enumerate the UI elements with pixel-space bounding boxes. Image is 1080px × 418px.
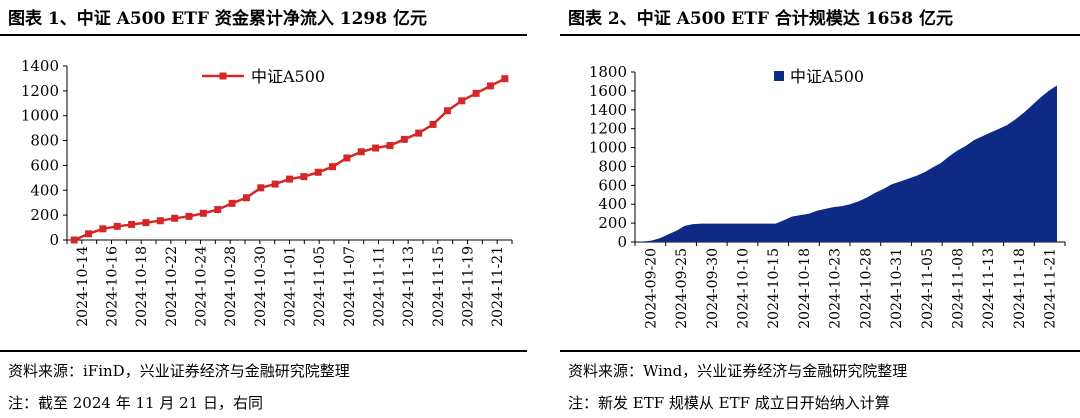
left-legend-label: 中证A500 <box>251 67 325 86</box>
right-x-tick-label: 2024-10-28 <box>858 248 874 329</box>
left-data-point <box>501 75 509 83</box>
right-x-tick-label: 2024-11-08 <box>951 248 967 329</box>
left-x-tick-label: 2024-10-18 <box>134 246 150 327</box>
left-x-tick-label: 2024-11-13 <box>401 246 417 327</box>
left-top-rule <box>0 34 527 36</box>
left-data-point <box>486 82 494 90</box>
left-y-tick-label: 1400 <box>21 57 59 75</box>
left-bottom-rule <box>0 350 527 352</box>
right-legend-label: 中证A500 <box>790 67 864 86</box>
left-data-point <box>415 129 423 137</box>
right-source-note: 资料来源：Wind，兴业证券经济与金融研究院整理 <box>568 362 908 380</box>
left-data-point <box>400 135 408 143</box>
right-x-tick-label: 2024-10-31 <box>889 248 905 329</box>
right-x-tick-label: 2024-11-05 <box>920 248 936 329</box>
right-y-tick-label: 400 <box>598 195 627 213</box>
left-data-point <box>242 194 250 202</box>
left-panel: 图表 1、中证 A500 ETF 资金累计净流入 1298 亿元 0 200 400… <box>0 0 527 418</box>
right-y-tick-label: 1200 <box>589 120 627 138</box>
left-y-tick-label: 600 <box>30 156 59 174</box>
left-data-point <box>99 225 107 233</box>
left-y-tick-label: 200 <box>30 206 59 224</box>
right-x-tick-label: 2024-10-23 <box>828 248 844 329</box>
right-y-tick-label: 1800 <box>589 63 627 81</box>
right-bottom-rule <box>560 350 1080 352</box>
left-data-point <box>300 173 308 181</box>
left-data-point <box>429 120 437 128</box>
right-y-tick-label: 1000 <box>589 139 627 157</box>
left-x-tick-label: 2024-10-24 <box>194 246 210 327</box>
left-data-point <box>142 219 150 227</box>
right-x-tick-label: 2024-11-18 <box>1012 248 1028 329</box>
left-x-tick-label: 2024-11-21 <box>490 246 506 327</box>
left-data-point <box>171 214 179 222</box>
left-legend-marker <box>219 72 227 80</box>
right-x-tick-label: 2024-09-20 <box>643 248 659 329</box>
left-data-point <box>386 142 394 150</box>
left-y-tick-label: 1200 <box>21 82 59 100</box>
right-top-rule <box>560 34 1080 36</box>
left-chart-title: 图表 1、中证 A500 ETF 资金累计净流入 1298 亿元 <box>8 9 428 29</box>
left-footnote: 注：截至 2024 年 11 月 21 日，右同 <box>8 394 263 412</box>
right-x-tick-label: 2024-10-18 <box>797 248 813 329</box>
right-y-tick-label: 600 <box>598 176 627 194</box>
left-x-tick-label: 2024-11-11 <box>372 246 388 327</box>
right-footnote: 注：新发 ETF 规模从 ETF 成立日开始纳入计算 <box>568 394 890 412</box>
right-x-tick-label: 2024-09-25 <box>674 248 690 329</box>
right-y-tick-label: 0 <box>617 233 627 251</box>
left-line-chart: 0 200 400 600 800 1000 1200 1400 2024-10-14 2024-… <box>21 57 513 327</box>
right-y-tick-label: 1600 <box>589 82 627 100</box>
right-x-tick-label: 2024-11-21 <box>1043 248 1059 329</box>
left-x-tick-label: 2024-10-30 <box>253 246 269 327</box>
left-x-tick-label: 2024-10-28 <box>223 246 239 327</box>
left-x-tick-label: 2024-11-05 <box>312 246 328 327</box>
right-y-tick-label: 800 <box>598 157 627 175</box>
right-x-tick-label: 2024-09-30 <box>705 248 721 329</box>
left-x-tick-label: 2024-10-16 <box>105 246 121 327</box>
left-data-point <box>286 175 293 183</box>
left-data-point <box>357 148 365 156</box>
left-data-point <box>372 144 380 152</box>
right-y-tick-label: 1400 <box>589 101 627 119</box>
left-y-tick-label: 0 <box>49 231 59 249</box>
right-x-tick-label: 2024-10-15 <box>766 248 782 329</box>
left-data-point <box>228 199 236 207</box>
left-data-point <box>85 230 93 238</box>
left-x-tick-label: 2024-10-14 <box>75 246 91 327</box>
left-source-note: 资料来源：iFinD，兴业证券经济与金融研究院整理 <box>8 362 350 380</box>
left-y-tick-label: 400 <box>30 181 59 199</box>
left-data-point <box>156 217 164 225</box>
left-data-point <box>257 184 265 192</box>
right-series-area <box>635 85 1057 243</box>
left-data-point <box>443 107 451 115</box>
right-panel: 图表 2、中证 A500 ETF 合计规模达 1658 亿元 0 200 400 60… <box>560 0 1080 418</box>
left-data-point <box>185 212 193 220</box>
left-x-tick-label: 2024-11-01 <box>283 246 299 327</box>
right-legend-swatch <box>774 71 784 81</box>
left-data-point <box>70 236 78 244</box>
left-data-point <box>472 89 480 97</box>
right-y-tick-label: 200 <box>598 214 627 232</box>
left-data-point <box>214 206 222 214</box>
left-data-point <box>458 97 466 105</box>
left-data-point <box>199 209 207 217</box>
right-chart-title: 图表 2、中证 A500 ETF 合计规模达 1658 亿元 <box>568 9 954 29</box>
left-y-tick-label: 800 <box>30 132 59 150</box>
left-data-point <box>128 220 136 228</box>
left-x-tick-label: 2024-11-07 <box>342 246 358 327</box>
left-data-point <box>329 163 337 171</box>
left-x-tick-label: 2024-10-22 <box>164 246 180 327</box>
left-data-point <box>271 180 279 188</box>
left-series-line <box>73 77 506 242</box>
left-data-point <box>113 222 121 230</box>
left-x-tick-label: 2024-11-15 <box>431 246 447 327</box>
left-y-tick-label: 1000 <box>21 107 59 125</box>
left-data-point <box>314 168 322 176</box>
right-x-tick-label: 2024-11-13 <box>981 248 997 329</box>
right-x-tick-label: 2024-10-10 <box>736 248 752 329</box>
left-x-tick-label: 2024-11-19 <box>461 246 477 327</box>
left-data-point <box>343 154 351 162</box>
